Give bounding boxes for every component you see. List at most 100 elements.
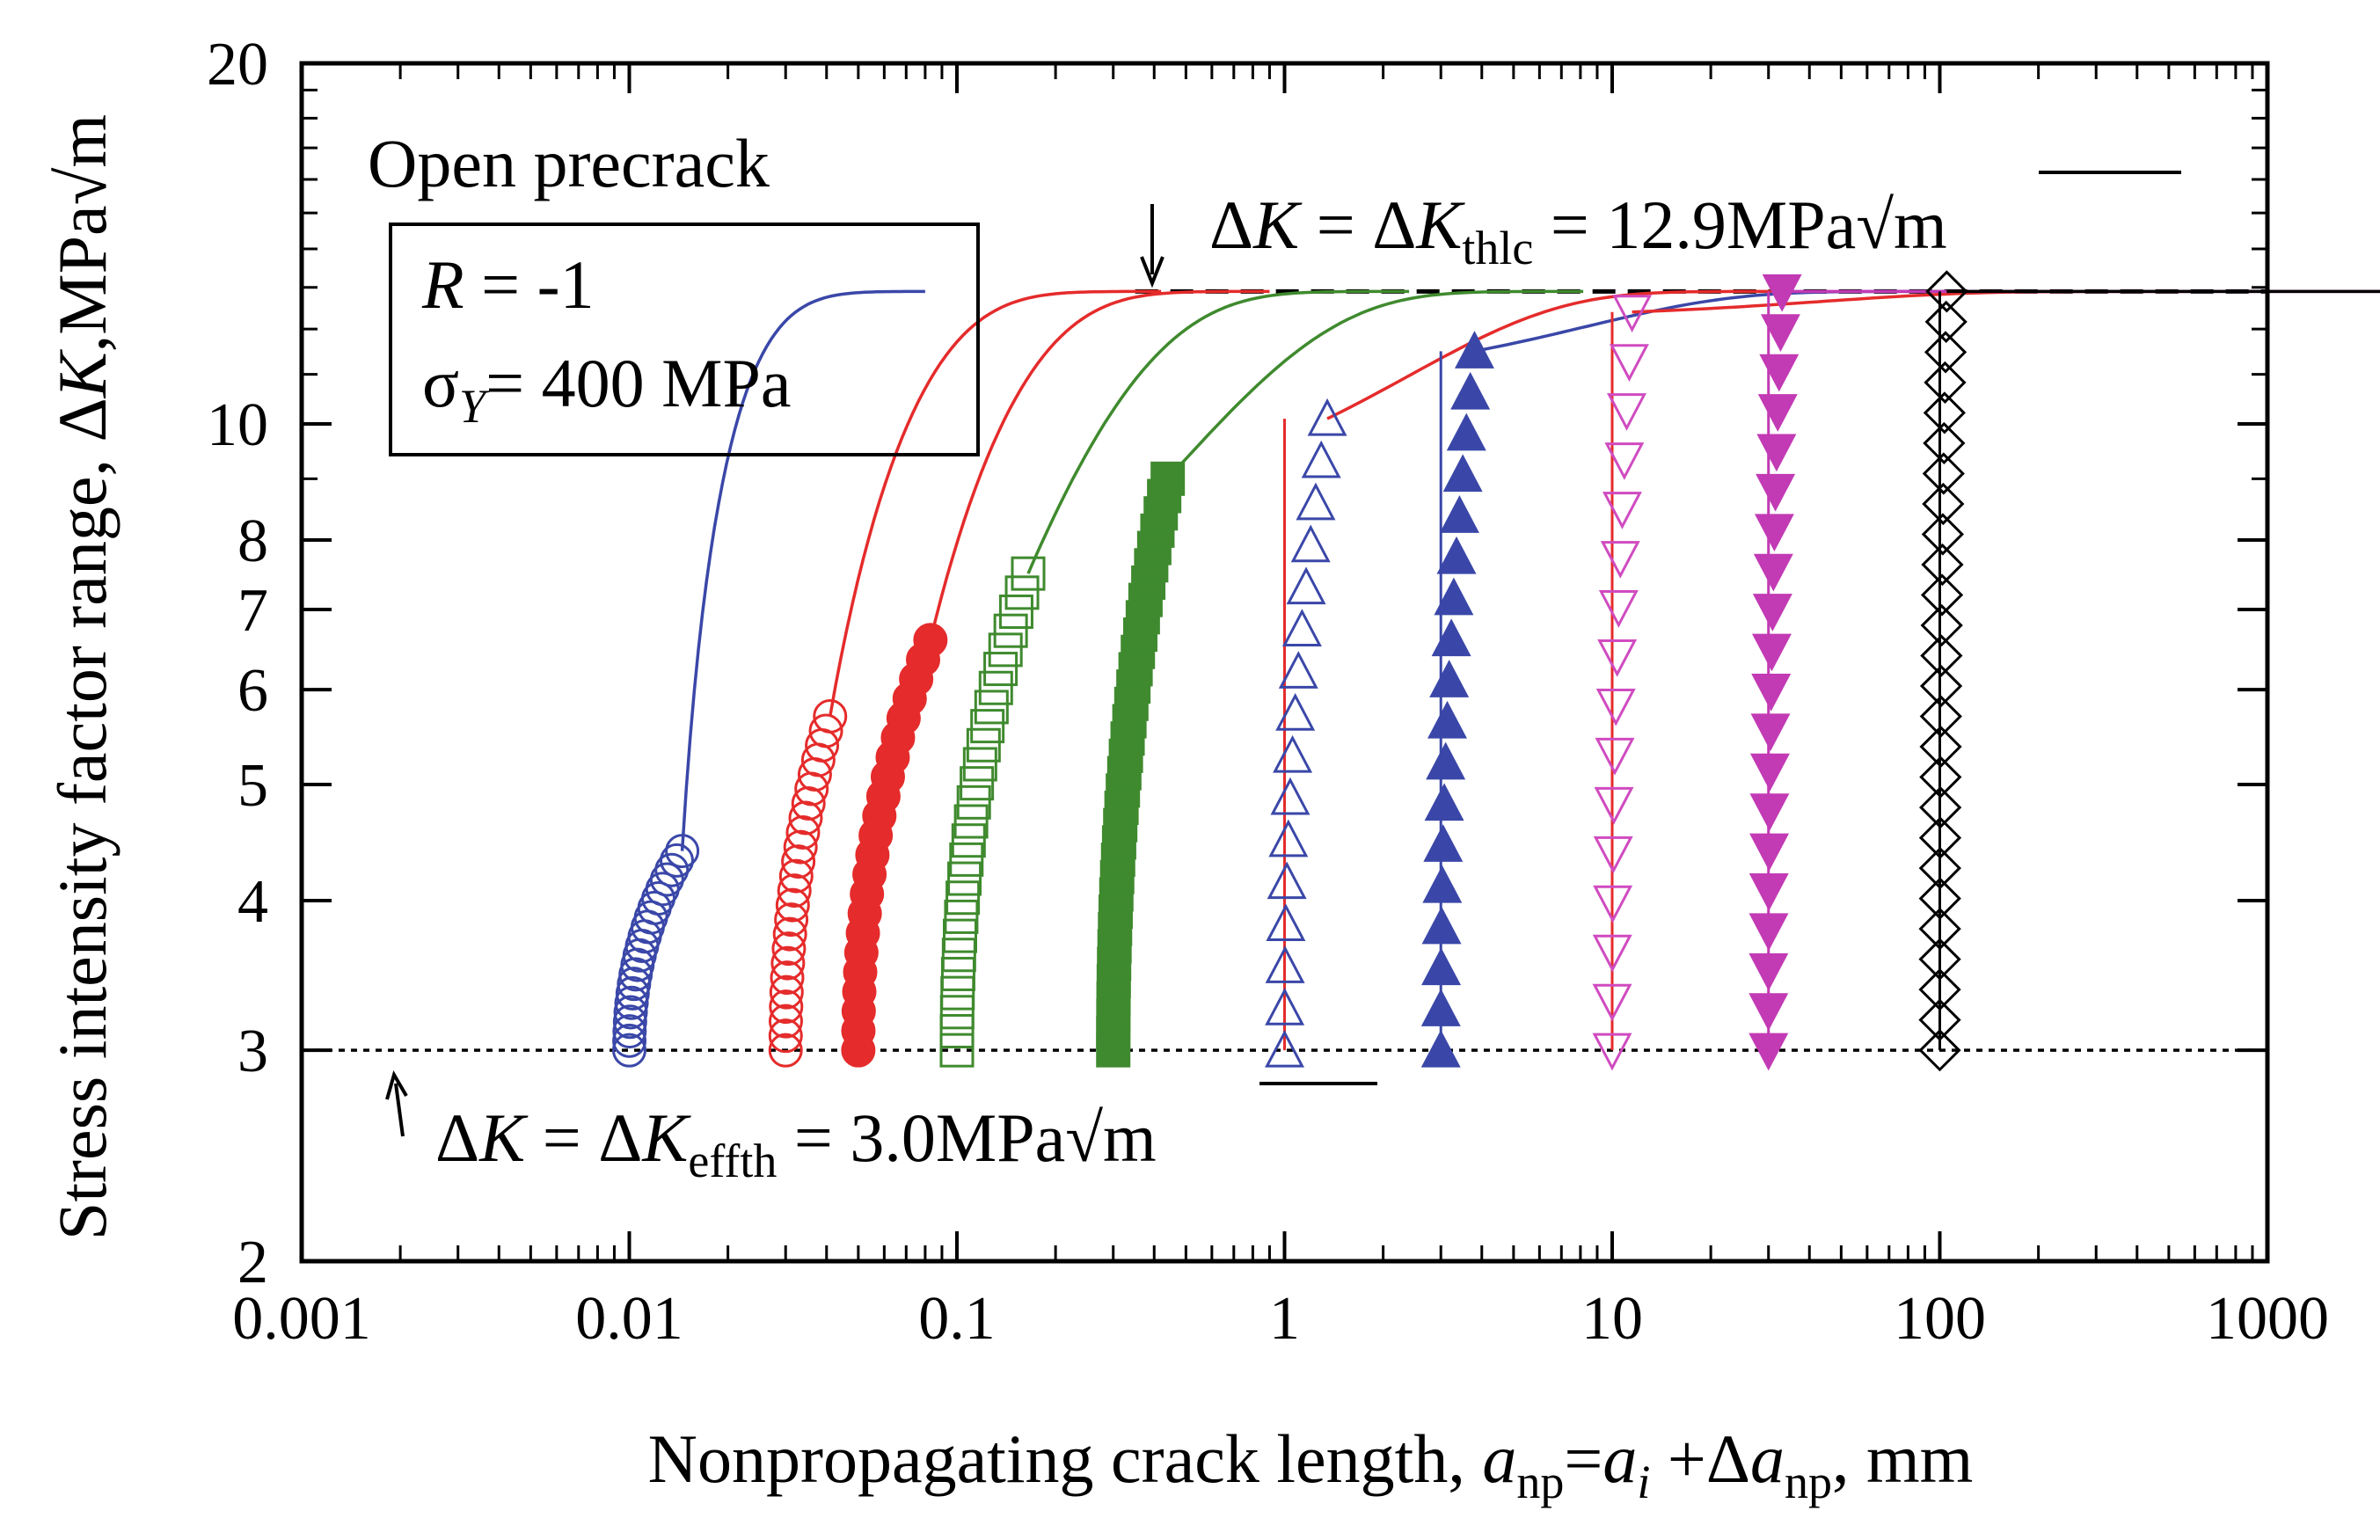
data-point bbox=[1281, 609, 1322, 646]
data-point bbox=[1754, 514, 1794, 552]
x-axis-title-a: a bbox=[1482, 1420, 1516, 1497]
x-tick-label: 0.01 bbox=[575, 1285, 683, 1353]
lower-eq: = Δ bbox=[525, 1099, 642, 1176]
data-point bbox=[613, 995, 648, 1030]
data-point bbox=[1612, 295, 1653, 332]
x-tick-label: 1 bbox=[1269, 1285, 1300, 1353]
upper-delta: Δ bbox=[1209, 186, 1253, 263]
data-point bbox=[1748, 913, 1789, 952]
data-point bbox=[1602, 492, 1642, 529]
data-point bbox=[1750, 713, 1791, 752]
fit-curve bbox=[680, 289, 925, 851]
y-axis-title: Stress intensity factor range, ΔK,MPa√m bbox=[44, 114, 120, 1240]
upper-m: m bbox=[1894, 186, 1947, 263]
data-point bbox=[771, 931, 807, 967]
x-axis-title-tail: , mm bbox=[1832, 1420, 1973, 1497]
data-point bbox=[1759, 354, 1800, 392]
data-point bbox=[1592, 1033, 1632, 1071]
sigma-value: = 400 MPa bbox=[485, 345, 791, 421]
data-point bbox=[1756, 434, 1797, 472]
x-axis-title-ai: a bbox=[1602, 1420, 1637, 1497]
data-point bbox=[1265, 988, 1305, 1025]
data-point bbox=[1004, 575, 1040, 610]
data-point bbox=[768, 1018, 803, 1054]
data-point bbox=[768, 1033, 803, 1068]
lower-sqrt: √ bbox=[1065, 1099, 1103, 1176]
data-point bbox=[808, 713, 843, 748]
y-axis-title-k: K bbox=[44, 348, 120, 398]
data-point bbox=[1919, 664, 1963, 708]
data-point bbox=[1421, 906, 1462, 945]
data-point bbox=[1422, 865, 1463, 903]
data-point bbox=[1450, 371, 1491, 410]
data-point bbox=[947, 861, 982, 896]
fit-curve bbox=[1474, 289, 1959, 354]
data-point bbox=[1748, 873, 1789, 911]
data-point bbox=[615, 975, 650, 1011]
data-point bbox=[1604, 442, 1645, 480]
y-tick-label: 4 bbox=[237, 868, 268, 936]
svg-text:Stress intensity factor range,: Stress intensity factor range, ΔK,MPa√m bbox=[44, 114, 120, 1240]
plot-area bbox=[302, 270, 2380, 1072]
data-point bbox=[1918, 846, 1961, 890]
data-point bbox=[1924, 331, 1968, 374]
lower-m: m bbox=[1103, 1099, 1157, 1176]
data-point bbox=[1436, 536, 1477, 574]
x-tick-label: 100 bbox=[1894, 1285, 1986, 1353]
data-point bbox=[612, 1014, 647, 1049]
data-point bbox=[945, 880, 981, 916]
y-tick-label: 8 bbox=[237, 507, 268, 575]
upper-k: K bbox=[1252, 186, 1303, 263]
y-axis-title-main: Stress intensity factor range, Δ bbox=[44, 398, 120, 1240]
y-tick-label: 20 bbox=[207, 31, 268, 99]
data-point bbox=[1922, 452, 1965, 495]
data-point bbox=[1011, 556, 1046, 591]
y-axis-title-m: m bbox=[44, 114, 120, 168]
data-point bbox=[1920, 573, 1964, 617]
y-tick-label: 7 bbox=[237, 577, 268, 645]
data-point bbox=[1918, 816, 1962, 859]
data-point bbox=[1925, 270, 1968, 313]
data-point bbox=[941, 938, 976, 973]
data-point bbox=[781, 844, 816, 879]
x-tick-label: 0.1 bbox=[918, 1285, 996, 1353]
data-point bbox=[769, 974, 804, 1010]
data-point bbox=[1426, 741, 1466, 780]
lower-k2: K bbox=[641, 1099, 691, 1176]
data-point bbox=[1296, 482, 1336, 521]
upper-k2: K bbox=[1415, 186, 1465, 263]
data-point bbox=[1454, 331, 1494, 369]
fit-curve bbox=[829, 289, 1162, 717]
lower-sub: effth bbox=[688, 1135, 777, 1187]
lower-arrow bbox=[385, 1069, 408, 1137]
data-point bbox=[1924, 361, 1967, 405]
data-point bbox=[768, 1004, 803, 1039]
data-point bbox=[1919, 785, 1962, 829]
data-point bbox=[970, 709, 1005, 744]
data-point bbox=[1597, 639, 1638, 677]
data-point bbox=[1748, 1033, 1789, 1071]
data-point bbox=[1286, 566, 1326, 605]
data-point bbox=[1918, 968, 1961, 1011]
y-tick-label: 2 bbox=[237, 1229, 268, 1296]
data-point bbox=[775, 887, 810, 923]
sigma-sub: Y bbox=[459, 380, 490, 433]
fit-curve bbox=[1326, 289, 1795, 420]
data-point bbox=[1924, 300, 1968, 344]
data-point bbox=[913, 623, 948, 658]
data-point bbox=[1748, 993, 1789, 1031]
y-tick-label: 3 bbox=[237, 1018, 268, 1085]
data-point bbox=[1592, 934, 1632, 973]
data-point bbox=[1150, 461, 1186, 496]
data-point bbox=[939, 995, 975, 1030]
data-point bbox=[1307, 398, 1347, 436]
data-point bbox=[654, 852, 690, 887]
y-tick-label: 10 bbox=[207, 391, 268, 459]
data-point bbox=[777, 873, 812, 909]
data-point bbox=[1751, 673, 1792, 712]
data-point bbox=[1301, 440, 1341, 478]
upper-eq: = Δ bbox=[1299, 186, 1416, 263]
lower-delta: Δ bbox=[435, 1099, 479, 1176]
data-point bbox=[612, 1004, 647, 1040]
data-point bbox=[1427, 700, 1467, 739]
